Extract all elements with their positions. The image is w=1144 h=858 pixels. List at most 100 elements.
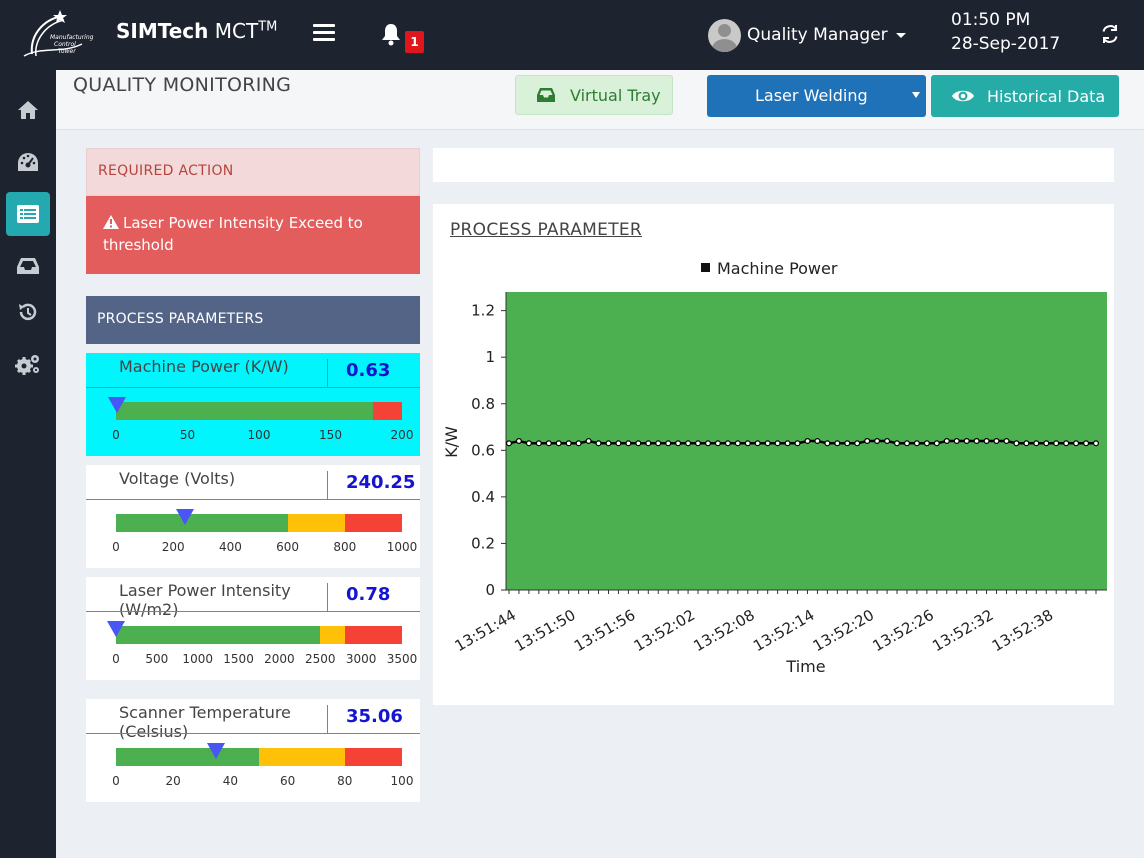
gauge-marker: [107, 621, 126, 637]
data-point: [854, 440, 861, 447]
svg-text:Control: Control: [54, 41, 76, 48]
parameter-value: 0.78: [346, 584, 391, 605]
gauge-tick-label: 500: [145, 652, 169, 666]
sidebar-item-settings[interactable]: [6, 342, 50, 386]
user-menu[interactable]: Quality Manager: [708, 18, 906, 52]
user-name: Quality Manager: [747, 25, 888, 45]
parameter-card: Laser Power Intensity (W/m2) 0.78 0 500 1000…: [86, 577, 420, 680]
y-tick-label: 0.4: [471, 488, 495, 506]
data-point: [734, 440, 741, 447]
data-point: [973, 438, 980, 445]
gauge-tick-label: 0: [112, 774, 120, 788]
sidebar-item-history[interactable]: [6, 290, 50, 334]
required-action-title: REQUIRED ACTION: [98, 163, 234, 179]
svg-text:Manufacturing: Manufacturing: [50, 34, 94, 41]
data-point: [1083, 440, 1090, 447]
page-title: QUALITY MONITORING: [73, 74, 292, 96]
data-point: [943, 438, 950, 445]
sidebar-item-dashboard[interactable]: [6, 140, 50, 184]
y-tick-label: 0: [485, 581, 495, 599]
data-point: [933, 440, 940, 447]
notification-badge[interactable]: 1: [405, 31, 424, 53]
y-axis-label: K/W: [442, 426, 461, 458]
sidebar-item-inbox[interactable]: [6, 244, 50, 288]
separator: [86, 733, 420, 734]
data-point: [1073, 440, 1080, 447]
data-point: [1023, 440, 1030, 447]
data-point: [923, 440, 930, 447]
data-point: [665, 440, 672, 447]
warning-icon: [103, 215, 119, 229]
virtual-tray-button[interactable]: Virtual Tray: [515, 75, 673, 115]
gauge-tick-label: 100: [390, 774, 414, 788]
sidebar-item-monitoring[interactable]: [6, 192, 50, 236]
bell-icon[interactable]: [379, 22, 403, 46]
x-tick-label: 13:51:50: [511, 606, 578, 655]
data-point: [685, 440, 692, 447]
parameter-gauge: [116, 509, 402, 532]
process-select[interactable]: Laser Welding: [707, 75, 926, 117]
inbox-icon: [17, 258, 39, 274]
data-point: [744, 440, 751, 447]
historical-data-button[interactable]: Historical Data: [931, 75, 1119, 117]
history-icon: [19, 303, 37, 321]
legend-label: Machine Power: [717, 259, 838, 278]
x-tick-label: 13:52:02: [631, 606, 698, 655]
avatar: [708, 18, 741, 52]
data-point: [505, 440, 512, 447]
data-point: [834, 440, 841, 447]
data-point: [555, 440, 562, 447]
gauge-segment: [344, 748, 402, 766]
gauge-segment: [116, 748, 259, 766]
gauge-tick-label: 60: [279, 774, 296, 788]
data-point: [1092, 440, 1099, 447]
data-point: [963, 438, 970, 445]
gauge-tick-label: 150: [319, 428, 342, 442]
parameter-value: 240.25: [346, 472, 416, 493]
sidebar-item-home[interactable]: [6, 88, 50, 132]
data-point: [953, 438, 960, 445]
gauge-marker: [207, 743, 226, 759]
divider: [327, 705, 328, 733]
parameter-card: Voltage (Volts) 240.25 0 200 400 600 800 1000: [86, 465, 420, 568]
gauge-ticks: 0 50 100 150 200: [112, 428, 413, 444]
data-point: [1043, 440, 1050, 447]
gauge-segment: [344, 626, 402, 644]
divider: [327, 471, 328, 499]
refresh-icon[interactable]: [1099, 23, 1121, 45]
x-tick-label: 13:52:32: [929, 606, 996, 655]
data-point: [675, 440, 682, 447]
gauge-tick-label: 2000: [264, 652, 295, 666]
mct-logo: Manufacturing Control Tower: [23, 10, 94, 57]
gauge-tick-label: 1000: [182, 652, 213, 666]
gauge-segment: [116, 626, 321, 644]
gauge-segment: [344, 514, 402, 532]
data-point: [655, 440, 662, 447]
gauge-tick-label: 2500: [305, 652, 336, 666]
process-parameters-title: PROCESS PARAMETERS: [97, 311, 264, 327]
gauge-tick-label: 40: [222, 774, 239, 788]
data-point: [794, 440, 801, 447]
data-point: [635, 440, 642, 447]
gauge-tick-label: 3000: [345, 652, 377, 666]
chart-panel: PROCESS PARAMETER 0 0.2 0.4 0.6 0.8 1 1.2 13:51…: [433, 204, 1114, 705]
x-tick-label: 13:52:26: [870, 606, 937, 655]
data-point: [625, 440, 632, 447]
chevron-down-icon: [912, 92, 920, 98]
data-point: [874, 438, 881, 445]
parameter-card: Machine Power (K/W) 0.63 0 50 100 150 200: [86, 353, 420, 456]
data-point: [705, 440, 712, 447]
gauge-tick-label: 400: [218, 540, 242, 554]
gauge-marker: [175, 509, 194, 525]
settings-icon: [15, 355, 39, 375]
data-point: [754, 440, 761, 447]
data-point: [714, 440, 721, 447]
gauge-marker: [107, 397, 126, 413]
data-point: [913, 440, 920, 447]
divider: [327, 583, 328, 611]
home-icon: [18, 101, 38, 119]
gauge-ticks: 0 500 1000 1500 2000 2500 3000 3500: [112, 652, 417, 668]
gauge-tick-label: 200: [161, 540, 185, 554]
menu-toggle-icon[interactable]: [313, 24, 335, 44]
historical-data-label: Historical Data: [987, 86, 1106, 106]
